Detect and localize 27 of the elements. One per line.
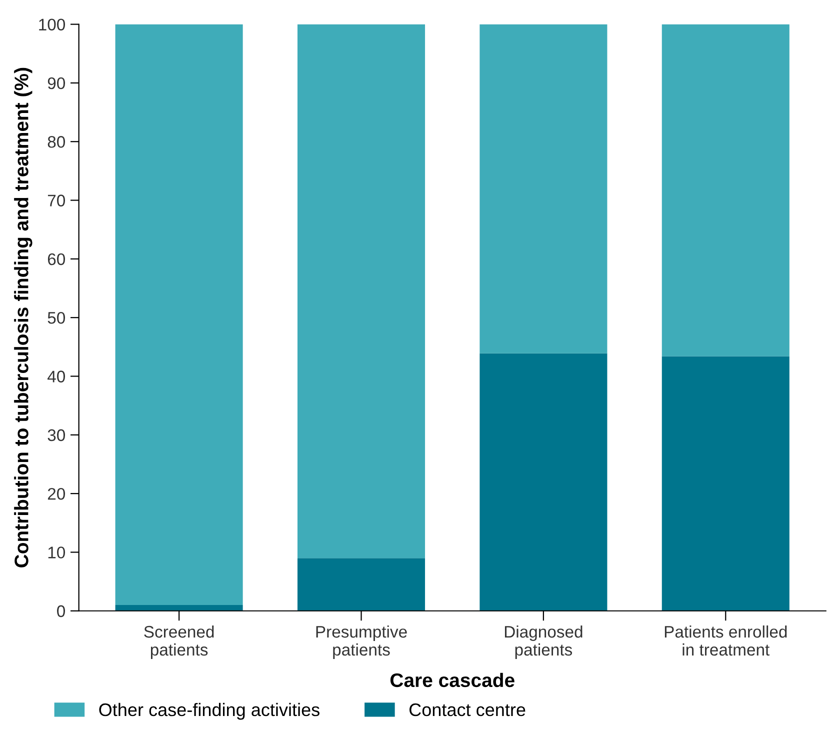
y-tick-label: 20	[48, 488, 66, 500]
y-tick-label: 90	[48, 77, 66, 90]
y-tick-label: 100	[39, 18, 66, 30]
y-tick-label: 80	[48, 136, 66, 148]
bar	[662, 356, 790, 611]
y-tick-label: 0	[57, 605, 66, 618]
bar	[480, 353, 608, 611]
x-tick-label: Screened patients	[144, 625, 214, 659]
y-axis-title: Contribution to tuberculosis finding and treatment (%)	[14, 68, 32, 568]
x-tick-label: Presumptive patients	[316, 625, 407, 659]
bar	[480, 24, 608, 354]
legend-label: Contact centre	[409, 703, 526, 716]
bar	[297, 558, 426, 611]
y-tick-label: 30	[48, 429, 66, 442]
x-tick-label: Patients enrolled in treatment	[664, 625, 787, 656]
bar	[662, 24, 790, 356]
bar	[115, 605, 243, 611]
x-axis-title: Care cascade	[390, 672, 514, 688]
bar	[297, 24, 426, 558]
y-tick-label: 50	[48, 312, 66, 324]
y-tick-label: 70	[48, 194, 66, 206]
legend-label: Other case-finding activities	[99, 702, 320, 720]
y-tick-label: 10	[48, 546, 66, 558]
y-tick-label: 60	[48, 253, 66, 266]
bar	[115, 24, 243, 606]
y-tick-label: 40	[48, 370, 66, 382]
x-tick-label: Diagnosed patients	[504, 625, 582, 659]
